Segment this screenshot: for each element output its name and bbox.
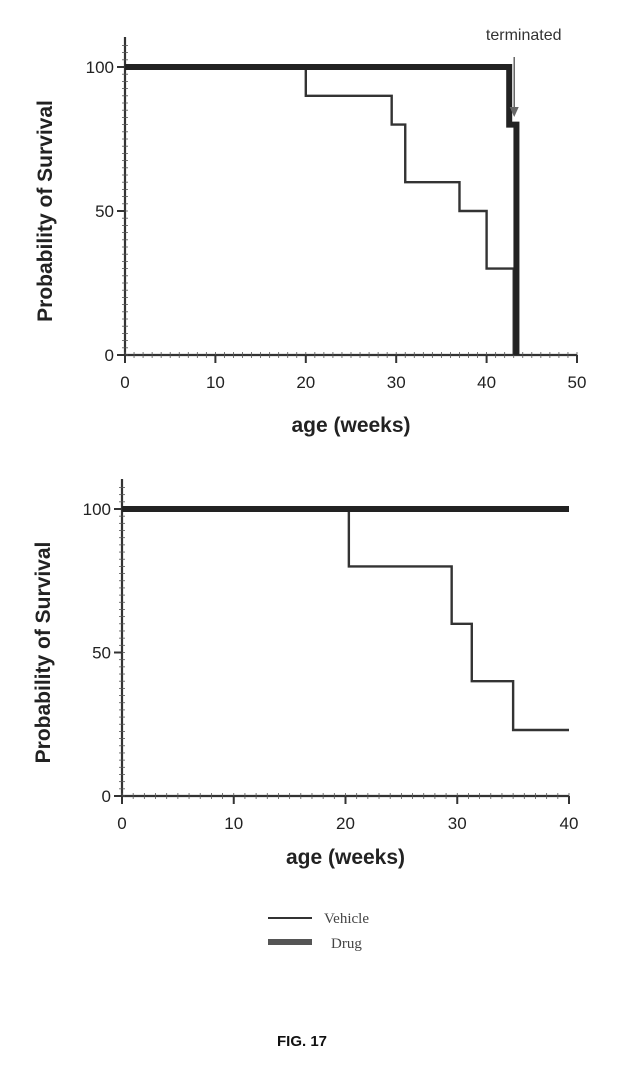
x-tick-label: 20 [336,814,355,833]
x-tick-label: 40 [560,814,579,833]
legend-label-drug: Drug [331,936,362,952]
y-tick-label: 100 [83,500,111,519]
y-tick-label: 0 [102,787,111,806]
legend-item-drug: Drug [268,936,362,952]
x-tick-label: 40 [477,373,496,392]
x-tick-label: 10 [224,814,243,833]
annotation-terminated: terminated [486,27,562,44]
annotation-arrowhead [509,107,519,117]
x-tick-label: 20 [296,373,315,392]
x-tick-label: 10 [206,373,225,392]
x-tick-label: 0 [120,373,129,392]
y-axis-title: Probability of Survival [32,542,55,764]
legend-label-vehicle: Vehicle [324,911,369,927]
series-thick-line [125,64,520,355]
legend: Vehicle Drug [268,911,369,952]
x-tick-label: 50 [568,373,587,392]
y-axis-title: Probability of Survival [34,100,57,322]
y-tick-label: 50 [92,644,111,663]
y-tick-label: 0 [105,346,114,365]
series-thin-line [122,507,569,732]
x-axis-title: age (weeks) [286,846,405,869]
x-tick-label: 0 [117,814,126,833]
x-axis-title: age (weeks) [291,414,410,437]
x-tick-label: 30 [387,373,406,392]
y-tick-label: 50 [95,202,114,221]
survival-chart-top: 0 50 100 0 10 20 30 40 50 age (weeks) Probability … [34,27,586,437]
survival-chart-bottom: 0 50 100 0 10 20 30 40 age (weeks) Probability of… [32,479,578,869]
y-tick-label: 100 [86,58,114,77]
x-tick-label: 30 [448,814,467,833]
legend-item-vehicle: Vehicle [268,911,369,927]
figure-caption: FIG. 17 [277,1033,327,1050]
series-thin-line [125,65,515,355]
